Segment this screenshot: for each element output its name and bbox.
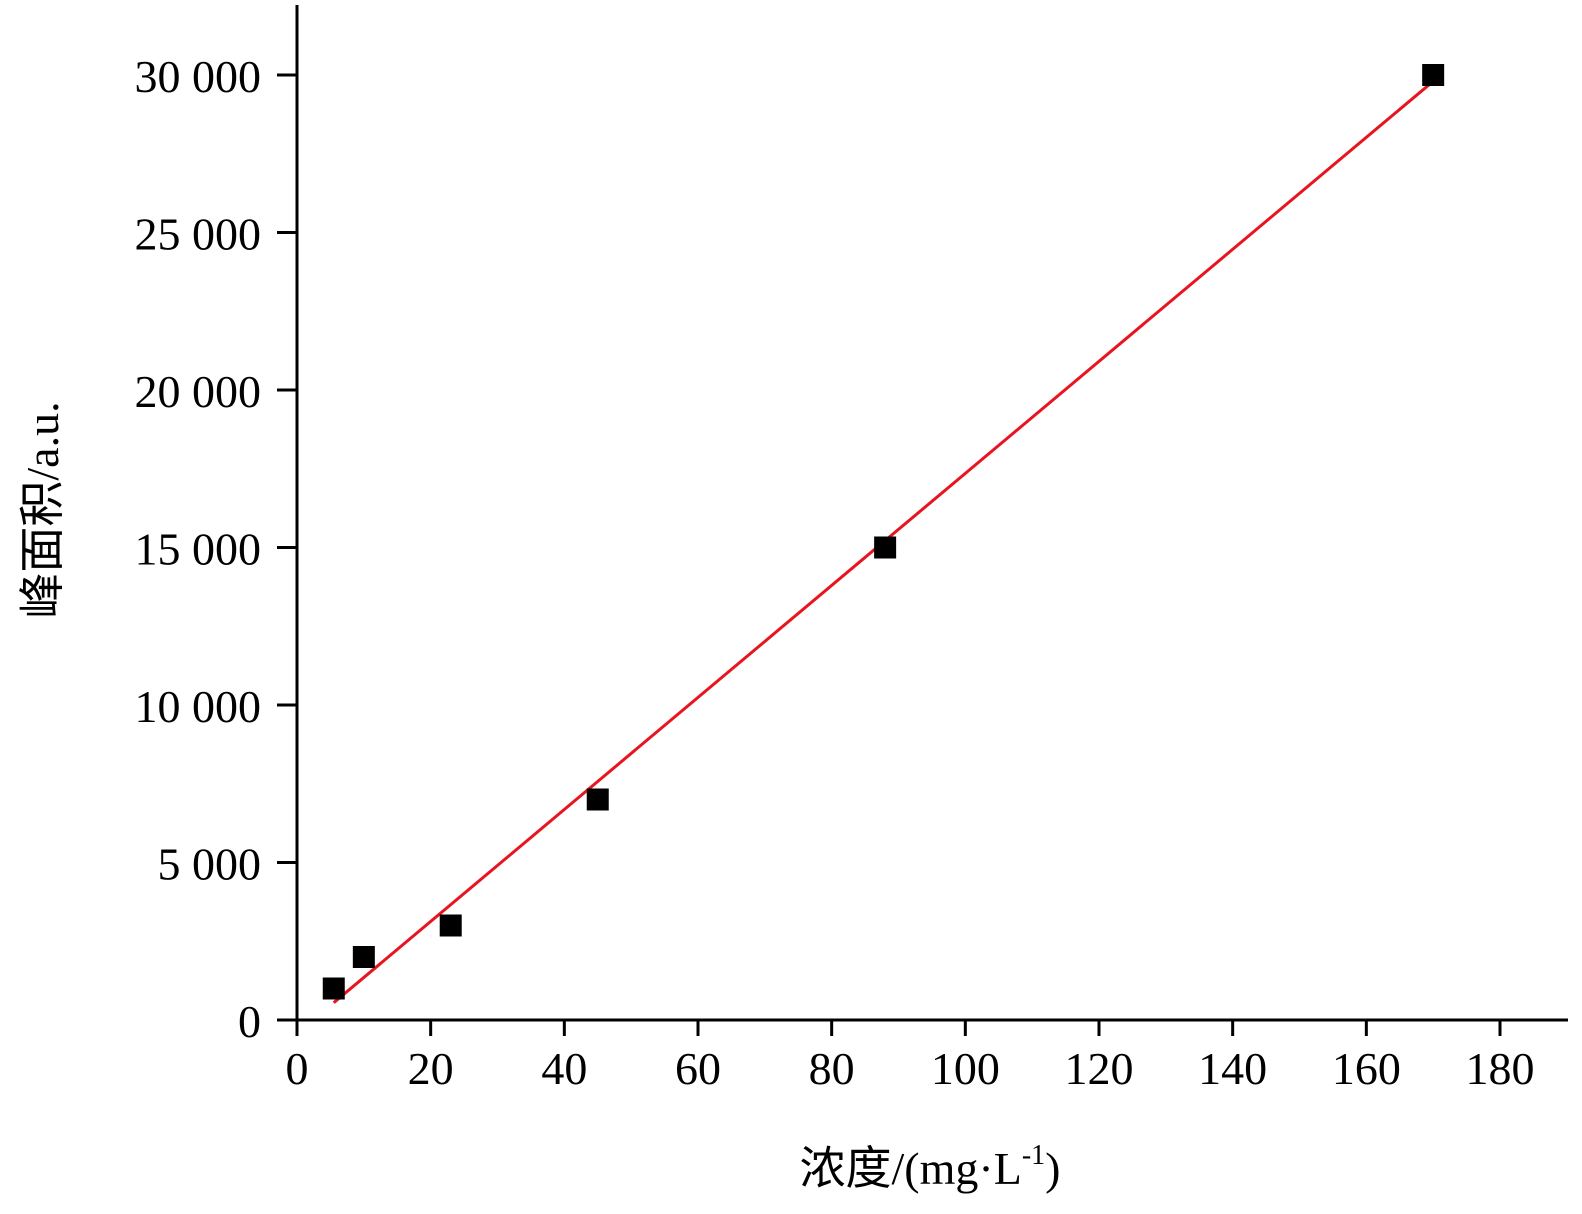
y-axis-title: 峰面积/a.u. (17, 401, 68, 618)
x-axis-title: 浓度/(mg·L-1) (800, 1140, 1061, 1194)
y-tick-label: 25 000 (135, 209, 262, 260)
data-point (439, 914, 462, 937)
x-tick-label: 180 (1466, 1043, 1535, 1094)
x-tick-label: 80 (809, 1043, 855, 1094)
x-tick-label: 160 (1332, 1043, 1401, 1094)
y-tick-label: 0 (238, 996, 261, 1047)
y-tick-label: 10 000 (135, 681, 262, 732)
y-ticks: 0 5 000 10 000 15 000 20 000 25 000 30 000 (135, 51, 297, 1047)
x-tick-label: 120 (1065, 1043, 1134, 1094)
y-tick-label: 5 000 (158, 839, 262, 890)
data-point (322, 977, 345, 1000)
x-tick-label: 40 (541, 1043, 587, 1094)
y-tick-label: 15 000 (135, 524, 262, 575)
y-tick-label: 30 000 (135, 51, 262, 102)
x-tick-label: 100 (931, 1043, 1000, 1094)
x-ticks: 0 20 40 60 80 100 120 140 160 180 (286, 1020, 1535, 1094)
x-tick-label: 140 (1198, 1043, 1267, 1094)
data-point (352, 946, 375, 968)
x-tick-label: 60 (675, 1043, 721, 1094)
data-points-layer (322, 64, 1445, 1000)
x-axis-title-superscript: -1 (1022, 1140, 1045, 1171)
x-axis-title-main: 浓度/(mg·L (800, 1143, 1022, 1194)
data-point (874, 536, 897, 559)
x-axis-title-end: ) (1045, 1143, 1060, 1194)
data-point (1422, 64, 1445, 86)
x-tick-label: 20 (408, 1043, 454, 1094)
y-tick-label: 20 000 (135, 366, 262, 417)
data-point (586, 788, 609, 811)
x-tick-label: 0 (286, 1043, 309, 1094)
axes (295, 5, 1568, 1022)
